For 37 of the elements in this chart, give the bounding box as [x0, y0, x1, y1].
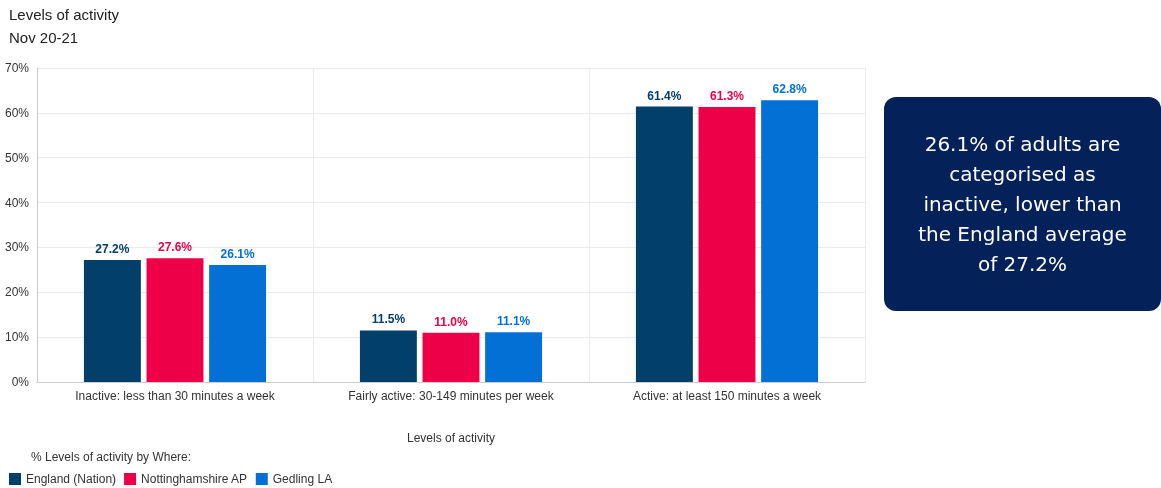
data-label: 11.1% [496, 314, 531, 329]
text: 26.1% of adults are categorised as inactive, lower than the England average of 27.2% [884, 97, 1161, 311]
data-label: 61.4% [647, 88, 682, 103]
chart-title: Levels of activity [9, 6, 120, 23]
bar [485, 332, 543, 382]
y-tick-label: 40% [4, 195, 30, 210]
data-label: 61.3% [709, 89, 745, 104]
data-label: 27.2% [95, 241, 130, 256]
data-label: 11.5% [371, 312, 406, 327]
x-axis-title: Levels of activity [406, 431, 496, 445]
x-tick-label: Active: at least 150 minutes a week [632, 389, 823, 403]
legend-title: % Levels of activity by Where: [31, 450, 192, 464]
legend-label: England (Nation) [26, 472, 117, 486]
data-label: 11.0% [434, 314, 469, 329]
legend-label: Nottinghamshire AP [141, 472, 248, 486]
bar [209, 264, 267, 382]
x-tick-label: Fairly active: 30-149 minutes per week [348, 389, 555, 403]
bar [422, 332, 480, 382]
bar [83, 259, 141, 382]
y-tick-label: 30% [4, 240, 30, 255]
y-tick-label: 50% [4, 150, 30, 165]
chart-subtitle: Nov 20-21 [9, 29, 79, 46]
y-tick-label: 10% [4, 330, 30, 345]
y-tick-label: 20% [4, 285, 30, 300]
bar [146, 258, 204, 382]
bar [359, 330, 417, 382]
x-tick-label: Inactive: less than 30 minutes a week [75, 389, 276, 403]
bar [635, 106, 693, 382]
data-label: 27.6% [157, 240, 193, 255]
legend-label: Gedling LA [272, 472, 333, 486]
data-label: 26.1% [220, 246, 255, 261]
y-tick-label: 0% [11, 375, 30, 389]
y-tick-label: 60% [4, 105, 30, 120]
bar [761, 100, 819, 382]
data-label: 62.8% [772, 82, 807, 97]
bar [698, 107, 756, 382]
y-tick-label: 70% [4, 61, 30, 75]
